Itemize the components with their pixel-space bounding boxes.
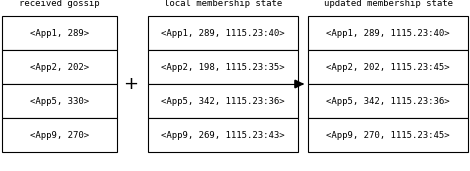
Bar [2,118,117,152]
Bar [2,16,117,50]
Text: <App5, 330>: <App5, 330> [30,96,89,106]
Text: <App2, 202, 1115.23:45>: <App2, 202, 1115.23:45> [326,62,450,71]
Text: +: + [124,75,139,93]
Text: received gossip: received gossip [19,0,100,8]
Text: <App1, 289>: <App1, 289> [30,29,89,37]
Bar [148,84,298,118]
Text: <App2, 202>: <App2, 202> [30,62,89,71]
Bar [308,118,468,152]
Text: <App1, 289, 1115.23:40>: <App1, 289, 1115.23:40> [326,29,450,37]
Bar [148,16,298,50]
Text: <App5, 342, 1115.23:36>: <App5, 342, 1115.23:36> [161,96,285,106]
Bar [2,50,117,84]
Bar [308,50,468,84]
Bar [308,84,468,118]
Bar [2,84,117,118]
Bar [148,50,298,84]
Bar [148,118,298,152]
Text: <App2, 198, 1115.23:35>: <App2, 198, 1115.23:35> [161,62,285,71]
Text: <App9, 270>: <App9, 270> [30,130,89,140]
Text: <App1, 289, 1115.23:40>: <App1, 289, 1115.23:40> [161,29,285,37]
Text: <App9, 270, 1115.23:45>: <App9, 270, 1115.23:45> [326,130,450,140]
Text: local membership state: local membership state [164,0,282,8]
Text: <App5, 342, 1115.23:36>: <App5, 342, 1115.23:36> [326,96,450,106]
Text: updated membership state: updated membership state [323,0,453,8]
Bar [308,16,468,50]
Text: <App9, 269, 1115.23:43>: <App9, 269, 1115.23:43> [161,130,285,140]
